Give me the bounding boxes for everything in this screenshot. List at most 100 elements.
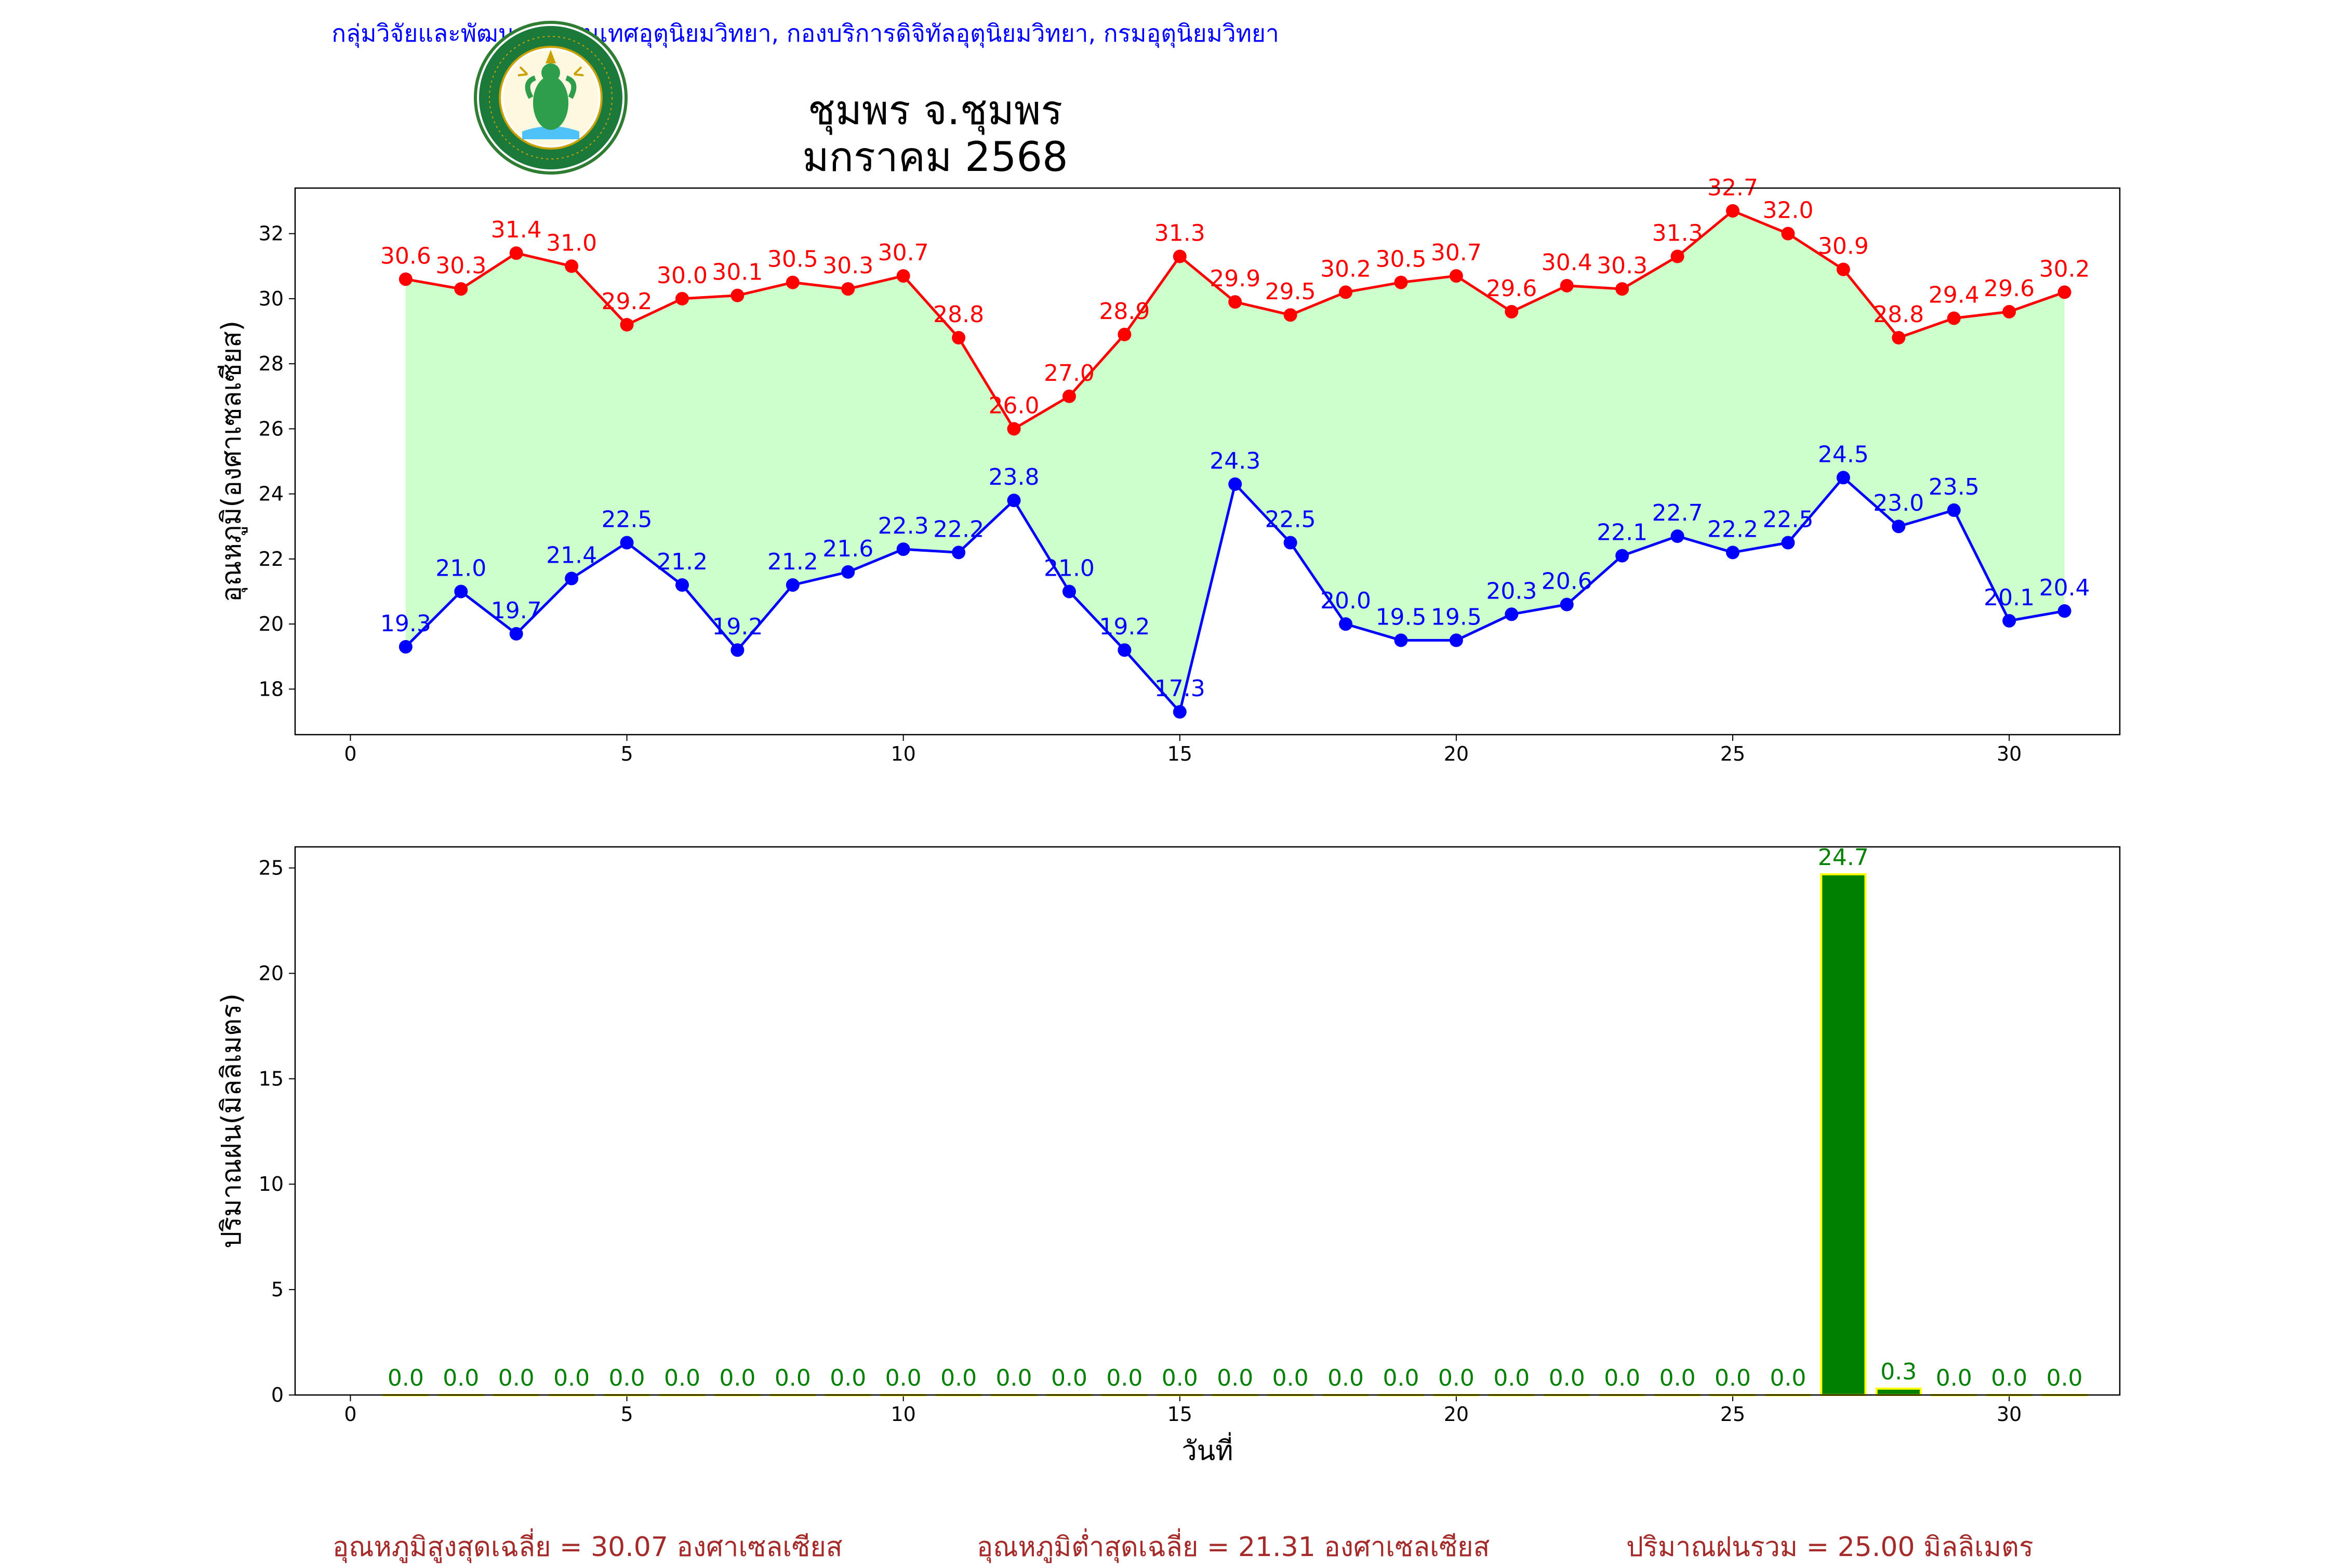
max-temp-label: 30.0 [657,262,708,289]
max-temp-point [1892,331,1906,345]
rainfall-label: 0.0 [1438,1365,1474,1391]
max-temp-point [398,272,413,286]
rainfall-label: 0.0 [1327,1365,1364,1391]
rainfall-bar [1820,873,1867,1396]
min-temp-label: 21.0 [1044,555,1095,581]
meteorological-department-logo [474,21,628,175]
max-temp-point [952,331,966,345]
min-temp-label: 20.1 [1984,584,2035,611]
min-temp-label: 19.7 [491,597,542,624]
max-temp-point [1449,269,1463,283]
min-temp-point [1449,633,1463,647]
rainfall-label: 0.0 [1715,1365,1751,1391]
min-temp-label: 23.5 [1929,474,1980,500]
max-temp-label: 29.2 [602,288,653,315]
min-temp-point [1283,536,1297,550]
rainfall-label: 0.0 [498,1365,535,1391]
max-temp-label: 30.2 [1320,256,1371,282]
min-temp-point [1118,643,1132,657]
x-tick-label: 10 [891,1403,915,1426]
min-temp-point [1670,529,1684,543]
min-temp-point [2002,614,2016,628]
max-temp-label: 30.5 [1376,246,1427,273]
min-temp-label: 23.0 [1873,490,1924,516]
max-temp-label: 31.3 [1154,220,1205,247]
max-temp-label: 30.3 [822,253,873,279]
min-temp-label: 22.5 [602,507,653,533]
rainfall-plot-frame [294,846,2121,1396]
min-temp-label: 20.4 [2039,575,2090,601]
max-temp-point [1947,311,1961,325]
y-tick-label: 22 [259,548,284,570]
rainfall-label: 0.0 [1659,1365,1696,1391]
max-temp-point [454,282,468,296]
min-temp-point [1062,584,1076,599]
rainfall-label: 0.0 [388,1365,424,1391]
min-temp-label: 22.7 [1652,500,1703,526]
max-temp-point [1781,227,1795,241]
min-temp-point [454,584,468,599]
rainfall-label: 0.0 [1936,1365,1972,1391]
min-temp-point [1947,503,1961,517]
y-tick-label: 30 [259,287,284,310]
max-temp-label: 29.6 [1486,275,1537,302]
max-temp-label: 30.4 [1542,249,1592,276]
min-temp-average: อุณหภูมิต่ำสุดเฉลี่ย = 21.31 องศาเซลเซีย… [977,1532,1490,1563]
max-temp-point [1062,389,1076,403]
max-temp-point [1339,285,1353,299]
y-tick-label: 32 [259,222,284,245]
min-temp-point [1007,494,1021,508]
max-temp-label: 29.5 [1265,278,1316,305]
rainfall-label: 0.0 [1770,1365,1806,1391]
min-temp-label: 20.6 [1542,568,1592,595]
max-temp-point [786,275,800,289]
rainfall-label: 0.0 [1272,1365,1309,1391]
max-temp-label: 31.3 [1652,220,1703,247]
max-temp-label: 30.1 [712,259,763,286]
max-temp-label: 30.9 [1818,233,1869,260]
min-temp-point [730,643,745,657]
rainfall-label: 0.0 [996,1365,1032,1391]
min-temp-point [896,542,910,556]
min-temp-label: 24.3 [1210,448,1260,474]
max-temp-point [1560,278,1574,293]
min-temp-point [1505,607,1519,621]
temperature-chart: 0 5 10 15 20 25 30 18 20 22 24 26 28 30 32 อุณหภูมิ(องศ… [216,175,2121,765]
chart-title-station: ชุมพร จ.ชุมพร [807,87,1063,134]
max-temp-point [1670,249,1684,263]
y-tick-label: 28 [259,352,284,375]
max-temp-label: 30.7 [1431,240,1482,266]
rainfall-label: 0.0 [940,1365,977,1391]
max-temp-point [1118,327,1132,341]
temperature-range-fill [405,210,2065,712]
x-tick-label: 20 [1444,1403,1469,1426]
min-temp-label: 21.0 [435,555,486,581]
min-temp-label: 22.5 [1762,507,1813,533]
min-temp-point [1228,477,1242,491]
max-temp-point [1836,262,1850,276]
min-temp-label: 22.1 [1597,520,1648,546]
max-temp-point [730,288,745,302]
y-tick-label: 20 [259,962,284,985]
max-temp-point [1228,295,1242,309]
rainfall-label: 0.0 [443,1365,479,1391]
max-temp-point [509,246,523,260]
min-temp-point [841,565,855,579]
rainfall-label: 0.0 [1162,1365,1198,1391]
max-temp-label: 26.0 [989,392,1040,419]
min-temp-label: 20.3 [1486,578,1537,604]
min-temp-label: 19.5 [1376,604,1427,630]
x-tick-label: 0 [344,742,356,765]
chart-title-month: มกราคม 2568 [802,134,1068,181]
max-temp-label: 30.6 [380,243,431,269]
max-temp-label: 32.0 [1762,197,1813,224]
min-temp-label: 19.5 [1431,604,1482,630]
x-tick-label: 15 [1167,1403,1192,1426]
x-tick-label: 0 [344,1403,356,1426]
min-temp-label: 19.2 [712,614,763,640]
min-temp-point [1339,617,1353,631]
min-temp-point [1726,546,1740,560]
min-temp-label: 19.3 [380,610,431,637]
rainfall-label: 0.0 [1051,1365,1087,1391]
